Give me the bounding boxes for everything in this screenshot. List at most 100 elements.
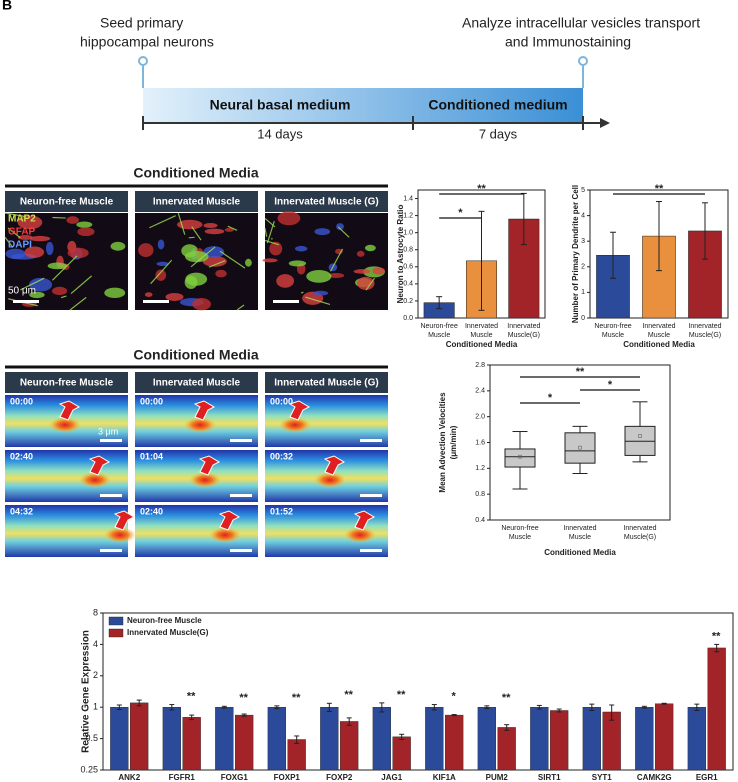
x-tick-label: Muscle (648, 332, 670, 339)
cell (45, 241, 54, 256)
arrow (58, 400, 81, 421)
timestamp: 00:32 (270, 451, 293, 461)
y-axis-label: Mean Advection Velocities (438, 392, 447, 493)
significance: ** (292, 692, 301, 704)
arrow (193, 400, 216, 421)
bar (215, 707, 234, 771)
timestamp: 02:40 (140, 506, 163, 516)
x-axis-label: Conditioned Media (623, 340, 695, 349)
vesicle (344, 527, 376, 543)
cell (184, 251, 209, 263)
neurite (329, 248, 344, 272)
x-tick-label: PUM2 (486, 773, 509, 782)
x-tick-label: EGR1 (696, 773, 718, 782)
x-tick-label: Innervated (688, 323, 721, 330)
section-title: Conditioned Media (133, 165, 258, 181)
y-tick-label: 0.0 (403, 315, 413, 322)
x-tick-label: Muscle (569, 534, 591, 541)
y-tick-label: 0.8 (475, 491, 485, 498)
y-tick-label: 1.0 (403, 230, 413, 237)
y-tick-label: 2.8 (475, 362, 485, 369)
scale-bar (100, 549, 122, 552)
vesicle (189, 472, 221, 488)
bar (392, 736, 411, 771)
bar (530, 707, 549, 771)
cell (17, 235, 33, 240)
neurite (60, 295, 67, 299)
x-tick-label: Muscle (602, 332, 624, 339)
arrow (353, 510, 376, 531)
neurite (227, 225, 238, 231)
significance: ** (397, 689, 406, 701)
panel-title: Innervated Muscle (G) (274, 197, 378, 208)
section-title: Conditioned Media (133, 347, 258, 363)
cell (364, 244, 376, 252)
y-axis-label: (μm/min) (449, 425, 458, 459)
bar (267, 707, 286, 771)
cell (357, 276, 375, 290)
bar (320, 707, 339, 771)
bar (550, 710, 569, 771)
neurite (208, 260, 226, 268)
x-tick-label: Neuron-free (420, 323, 457, 330)
significance: ** (187, 690, 196, 702)
cell (29, 235, 51, 242)
y-tick-label: 4 (581, 212, 585, 219)
scale-bar (13, 300, 39, 303)
cell (177, 219, 203, 230)
timeline-text: and Immunostaining (505, 34, 631, 50)
y-tick-label: 0.8 (403, 247, 413, 254)
plot-frame (102, 612, 734, 771)
arrow (113, 510, 136, 531)
neurite (236, 304, 245, 311)
neurite (51, 255, 78, 281)
timeline-text: Seed primary (100, 15, 183, 31)
bar (372, 707, 391, 771)
y-tick-label: 3 (581, 238, 585, 245)
neurite (337, 226, 350, 238)
cell (294, 245, 308, 252)
neurite (264, 239, 280, 246)
y-tick-label: 1.6 (475, 439, 485, 446)
bar (425, 707, 444, 771)
legend-label: Innervated Muscle(G) (127, 628, 209, 637)
x-tick-label: Muscle(G) (508, 332, 540, 339)
vesicle (79, 472, 111, 488)
y-tick-label: 0.5 (85, 733, 98, 743)
cell (28, 277, 53, 292)
neurite (69, 296, 87, 311)
bar (497, 727, 516, 771)
phase-label: Neural basal medium (210, 97, 351, 113)
cell (269, 241, 283, 256)
box (564, 432, 596, 464)
cell (204, 228, 225, 235)
x-tick-label: Innervated (623, 525, 656, 532)
panel-title: Neuron-free Muscle (20, 378, 114, 389)
cell (67, 247, 89, 259)
significance: * (548, 392, 553, 404)
phase-duration: 7 days (479, 126, 518, 141)
scale-bar (273, 300, 299, 303)
vesicle (49, 417, 81, 433)
timestamp: 00:00 (140, 396, 163, 406)
panel-title: Innervated Muscle (153, 378, 241, 389)
bar (110, 707, 129, 771)
cell (203, 246, 225, 258)
arrow (88, 455, 111, 476)
scale-label: 3 μm (98, 426, 118, 436)
phase-duration: 14 days (257, 126, 303, 141)
x-tick-label: Innervated (642, 323, 675, 330)
stain-label: DAPI (8, 240, 32, 251)
y-tick-label: 0.4 (403, 281, 413, 288)
significance: ** (655, 183, 664, 195)
legend-label: Neuron-free Muscle (127, 616, 202, 625)
bar (445, 714, 464, 771)
significance: ** (239, 692, 248, 704)
x-tick-label: FOXP2 (326, 773, 353, 782)
micrograph (265, 213, 388, 310)
cell (262, 258, 278, 263)
x-tick-label: ANK2 (118, 773, 140, 782)
timestamp: 02:40 (10, 451, 33, 461)
neurite (20, 277, 45, 291)
y-axis-label: Relative Gene Expression (81, 630, 92, 753)
